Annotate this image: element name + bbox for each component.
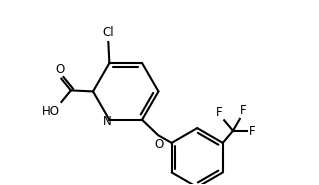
- Text: F: F: [216, 106, 222, 119]
- Text: O: O: [55, 63, 64, 76]
- Text: Cl: Cl: [102, 26, 114, 39]
- Text: F: F: [240, 104, 246, 117]
- Text: O: O: [154, 137, 164, 151]
- Text: F: F: [249, 125, 255, 138]
- Text: HO: HO: [42, 105, 60, 118]
- Text: N: N: [103, 115, 112, 128]
